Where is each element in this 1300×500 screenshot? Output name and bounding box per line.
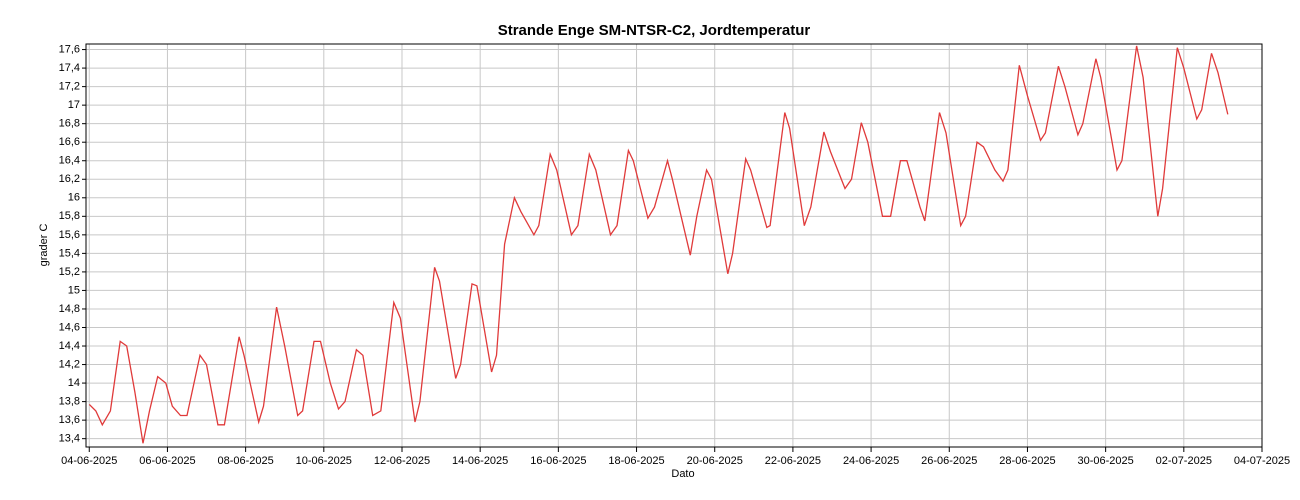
y-tick-label: 16	[68, 192, 80, 204]
x-tick-label: 28-06-2025	[999, 455, 1055, 467]
x-tick-label: 04-07-2025	[1234, 455, 1290, 467]
y-tick-label: 13,6	[59, 414, 80, 426]
x-tick-label: 08-06-2025	[217, 455, 273, 467]
x-axis-label: Dato	[671, 468, 694, 480]
data-line	[88, 45, 1229, 444]
y-tick-label: 14,8	[59, 303, 80, 315]
y-tick-label: 14,4	[59, 340, 80, 352]
x-tick-label: 12-06-2025	[374, 455, 430, 467]
y-tick-label: 16,8	[59, 118, 80, 130]
y-tick-label: 15	[68, 284, 80, 296]
x-tick-label: 24-06-2025	[843, 455, 899, 467]
x-tick-label: 22-06-2025	[765, 455, 821, 467]
x-tick-label: 14-06-2025	[452, 455, 508, 467]
y-tick-label: 13,4	[59, 433, 80, 445]
y-tick-label: 16,4	[59, 155, 80, 167]
y-tick-label: 17,2	[59, 81, 80, 93]
x-tick-label: 20-06-2025	[687, 455, 743, 467]
x-tick-label: 18-06-2025	[608, 455, 664, 467]
y-tick-label: 16,2	[59, 173, 80, 185]
x-tick-label: 26-06-2025	[921, 455, 977, 467]
y-tick-label: 15,6	[59, 229, 80, 241]
y-tick-label: 14	[68, 377, 80, 389]
y-tick-label: 15,2	[59, 266, 80, 278]
y-tick-label: 17	[68, 99, 80, 111]
chart-title: Strande Enge SM-NTSR-C2, Jordtemperatur	[498, 22, 811, 39]
plot-frame	[85, 43, 1263, 448]
y-tick-label: 15,8	[59, 210, 80, 222]
y-tick-label: 15,4	[59, 247, 80, 259]
x-tick-label: 02-07-2025	[1156, 455, 1212, 467]
x-tick-label: 30-06-2025	[1077, 455, 1133, 467]
y-axis-label: grader C	[38, 224, 50, 267]
x-tick-label: 16-06-2025	[530, 455, 586, 467]
y-tick-label: 16,6	[59, 136, 80, 148]
y-tick-label: 14,6	[59, 321, 80, 333]
x-tick-label: 04-06-2025	[61, 455, 117, 467]
y-tick-label: 17,6	[59, 43, 80, 55]
y-tick-label: 17,4	[59, 62, 80, 74]
y-tick-label: 14,2	[59, 358, 80, 370]
x-tick-label: 06-06-2025	[139, 455, 195, 467]
x-tick-label: 10-06-2025	[296, 455, 352, 467]
y-tick-label: 13,8	[59, 396, 80, 408]
